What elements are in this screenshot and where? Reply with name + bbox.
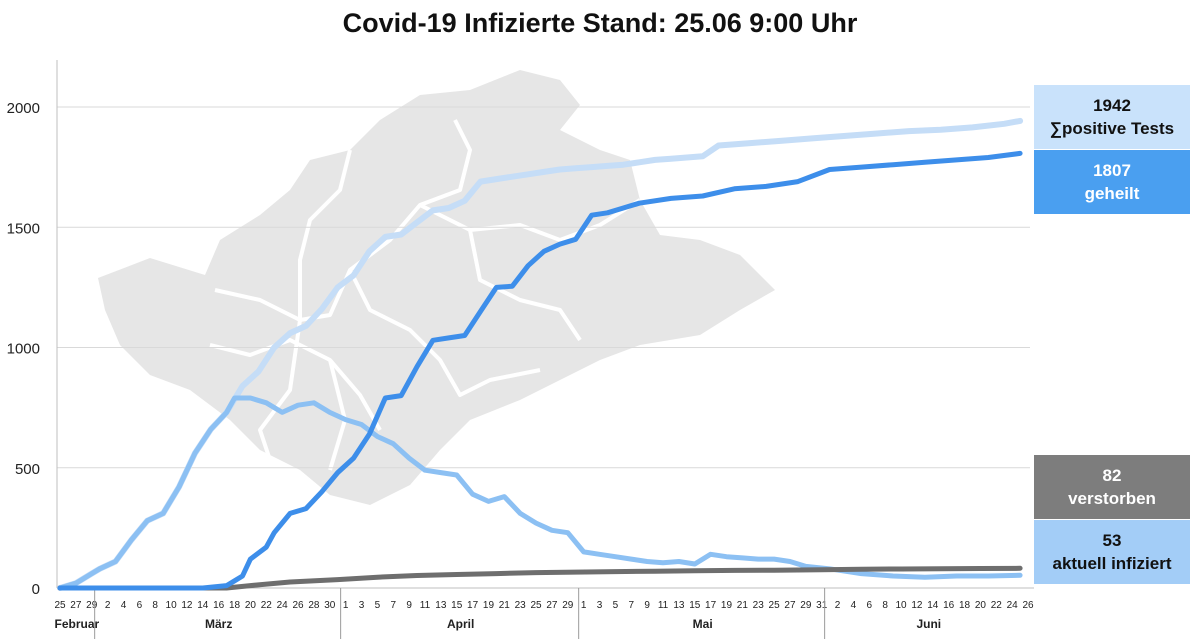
x-tick-label: 27: [784, 600, 796, 611]
x-tick-label: 6: [137, 600, 143, 611]
x-tick-label: 21: [499, 600, 511, 611]
callout-positive-tests: 1942 ∑positive Tests: [1034, 85, 1190, 149]
x-tick-label: 2: [835, 600, 841, 611]
callout-geheilt-value: 1807: [1093, 161, 1131, 180]
x-tick-label: 22: [261, 600, 273, 611]
x-tick-label: 16: [943, 600, 955, 611]
callout-verstorben-value: 82: [1102, 466, 1122, 485]
callout-aktuell-infiziert-label: aktuell infiziert: [1052, 554, 1172, 573]
x-tick-label: 3: [359, 600, 365, 611]
x-tick-label: 27: [546, 600, 558, 611]
x-tick-label: 13: [435, 600, 447, 611]
x-tick-label: 16: [213, 600, 225, 611]
x-tick-label: 25: [531, 600, 543, 611]
callout-positive-tests-label: ∑positive Tests: [1049, 119, 1175, 138]
x-tick-label: 29: [86, 600, 98, 611]
x-tick-label: 8: [152, 600, 158, 611]
x-tick-label: 21: [737, 600, 749, 611]
y-axis-ticks: 0 500 1000 1500 2000: [7, 100, 40, 598]
x-tick-label: 31: [816, 600, 828, 611]
x-tick-label: 29: [800, 600, 812, 611]
callout-aktuell-infiziert: 53 aktuell infiziert: [1034, 520, 1190, 584]
chart-title: Covid-19 Infizierte Stand: 25.06 9:00 Uh…: [342, 8, 858, 38]
y-tick-label: 1500: [7, 220, 40, 237]
x-tick-label: 12: [911, 600, 923, 611]
callout-positive-tests-value: 1942: [1093, 96, 1131, 115]
y-tick-label: 500: [15, 461, 40, 478]
gridlines: [57, 106, 1030, 469]
x-tick-label: 7: [390, 600, 396, 611]
x-tick-label: 3: [597, 600, 603, 611]
x-tick-label: 19: [483, 600, 495, 611]
x-tick-label: 7: [628, 600, 634, 611]
x-tick-label: 19: [721, 600, 733, 611]
month-label: März: [205, 617, 232, 631]
series-line-3: [57, 395, 1023, 591]
x-tick-label: 27: [70, 600, 82, 611]
x-tick-label: 9: [644, 600, 650, 611]
y-tick-label: 1000: [7, 341, 40, 358]
callout-verstorben: 82 verstorben: [1034, 455, 1190, 519]
x-tick-label: 10: [895, 600, 907, 611]
y-tick-label: 0: [32, 581, 40, 598]
x-tick-label: 4: [121, 600, 127, 611]
x-tick-label: 11: [420, 600, 431, 611]
x-tick-label: 15: [689, 600, 701, 611]
x-tick-label: 5: [375, 600, 381, 611]
x-tick-label: 28: [308, 600, 320, 611]
series-line-2: [57, 150, 1023, 591]
month-label: April: [447, 617, 474, 631]
x-tick-label: 23: [515, 600, 527, 611]
x-tick-label: 23: [753, 600, 765, 611]
x-tick-label: 14: [197, 600, 209, 611]
x-tick-label: 25: [54, 600, 66, 611]
callout-aktuell-infiziert-value: 53: [1102, 531, 1122, 550]
x-tick-label: 20: [245, 600, 257, 611]
month-label: Juni: [916, 617, 941, 631]
month-labels: Februar März April Mai Juni: [55, 588, 941, 639]
x-tick-label: 25: [769, 600, 781, 611]
x-tick-label: 20: [975, 600, 987, 611]
x-tick-label: 4: [851, 600, 857, 611]
x-tick-label: 10: [166, 600, 178, 611]
x-tick-label: 26: [292, 600, 304, 611]
x-tick-label: 1: [343, 600, 349, 611]
x-tick-label: 22: [991, 600, 1003, 611]
x-tick-label: 24: [277, 600, 289, 611]
x-tick-label: 17: [705, 600, 717, 611]
x-tick-label: 30: [324, 600, 336, 611]
x-tick-label: 24: [1007, 600, 1019, 611]
y-tick-label: 2000: [7, 100, 40, 117]
callout-geheilt-label: geheilt: [1084, 184, 1140, 203]
x-tick-label: 9: [406, 600, 412, 611]
x-tick-label: 5: [613, 600, 619, 611]
callout-verstorben-label: verstorben: [1068, 489, 1156, 508]
x-tick-label: 8: [882, 600, 888, 611]
series-line-4: [57, 565, 1023, 591]
x-tick-label: 15: [451, 600, 463, 611]
month-label: Mai: [693, 617, 713, 631]
month-label: Februar: [55, 617, 100, 631]
x-tick-label: 11: [658, 600, 669, 611]
x-tick-label: 2: [105, 600, 111, 611]
x-tick-label: 13: [673, 600, 685, 611]
x-tick-label: 17: [467, 600, 479, 611]
callout-geheilt: 1807 geheilt: [1034, 150, 1190, 214]
x-tick-label: 18: [229, 600, 241, 611]
x-tick-label: 6: [867, 600, 873, 611]
x-tick-label: 1: [581, 600, 587, 611]
map-background: [98, 70, 775, 505]
x-tick-label: 18: [959, 600, 971, 611]
x-tick-label: 14: [927, 600, 939, 611]
x-tick-label: 26: [1022, 600, 1034, 611]
series-lines: [57, 117, 1024, 591]
x-axis-ticks: 25 27 29 2 4 6 8 10 12 14 16 18 20 22 24 26 28 30 1 3 5 7 9 11 1…: [54, 600, 1034, 611]
x-tick-label: 12: [181, 600, 193, 611]
map-region-shape: [98, 70, 775, 505]
x-tick-label: 29: [562, 600, 574, 611]
